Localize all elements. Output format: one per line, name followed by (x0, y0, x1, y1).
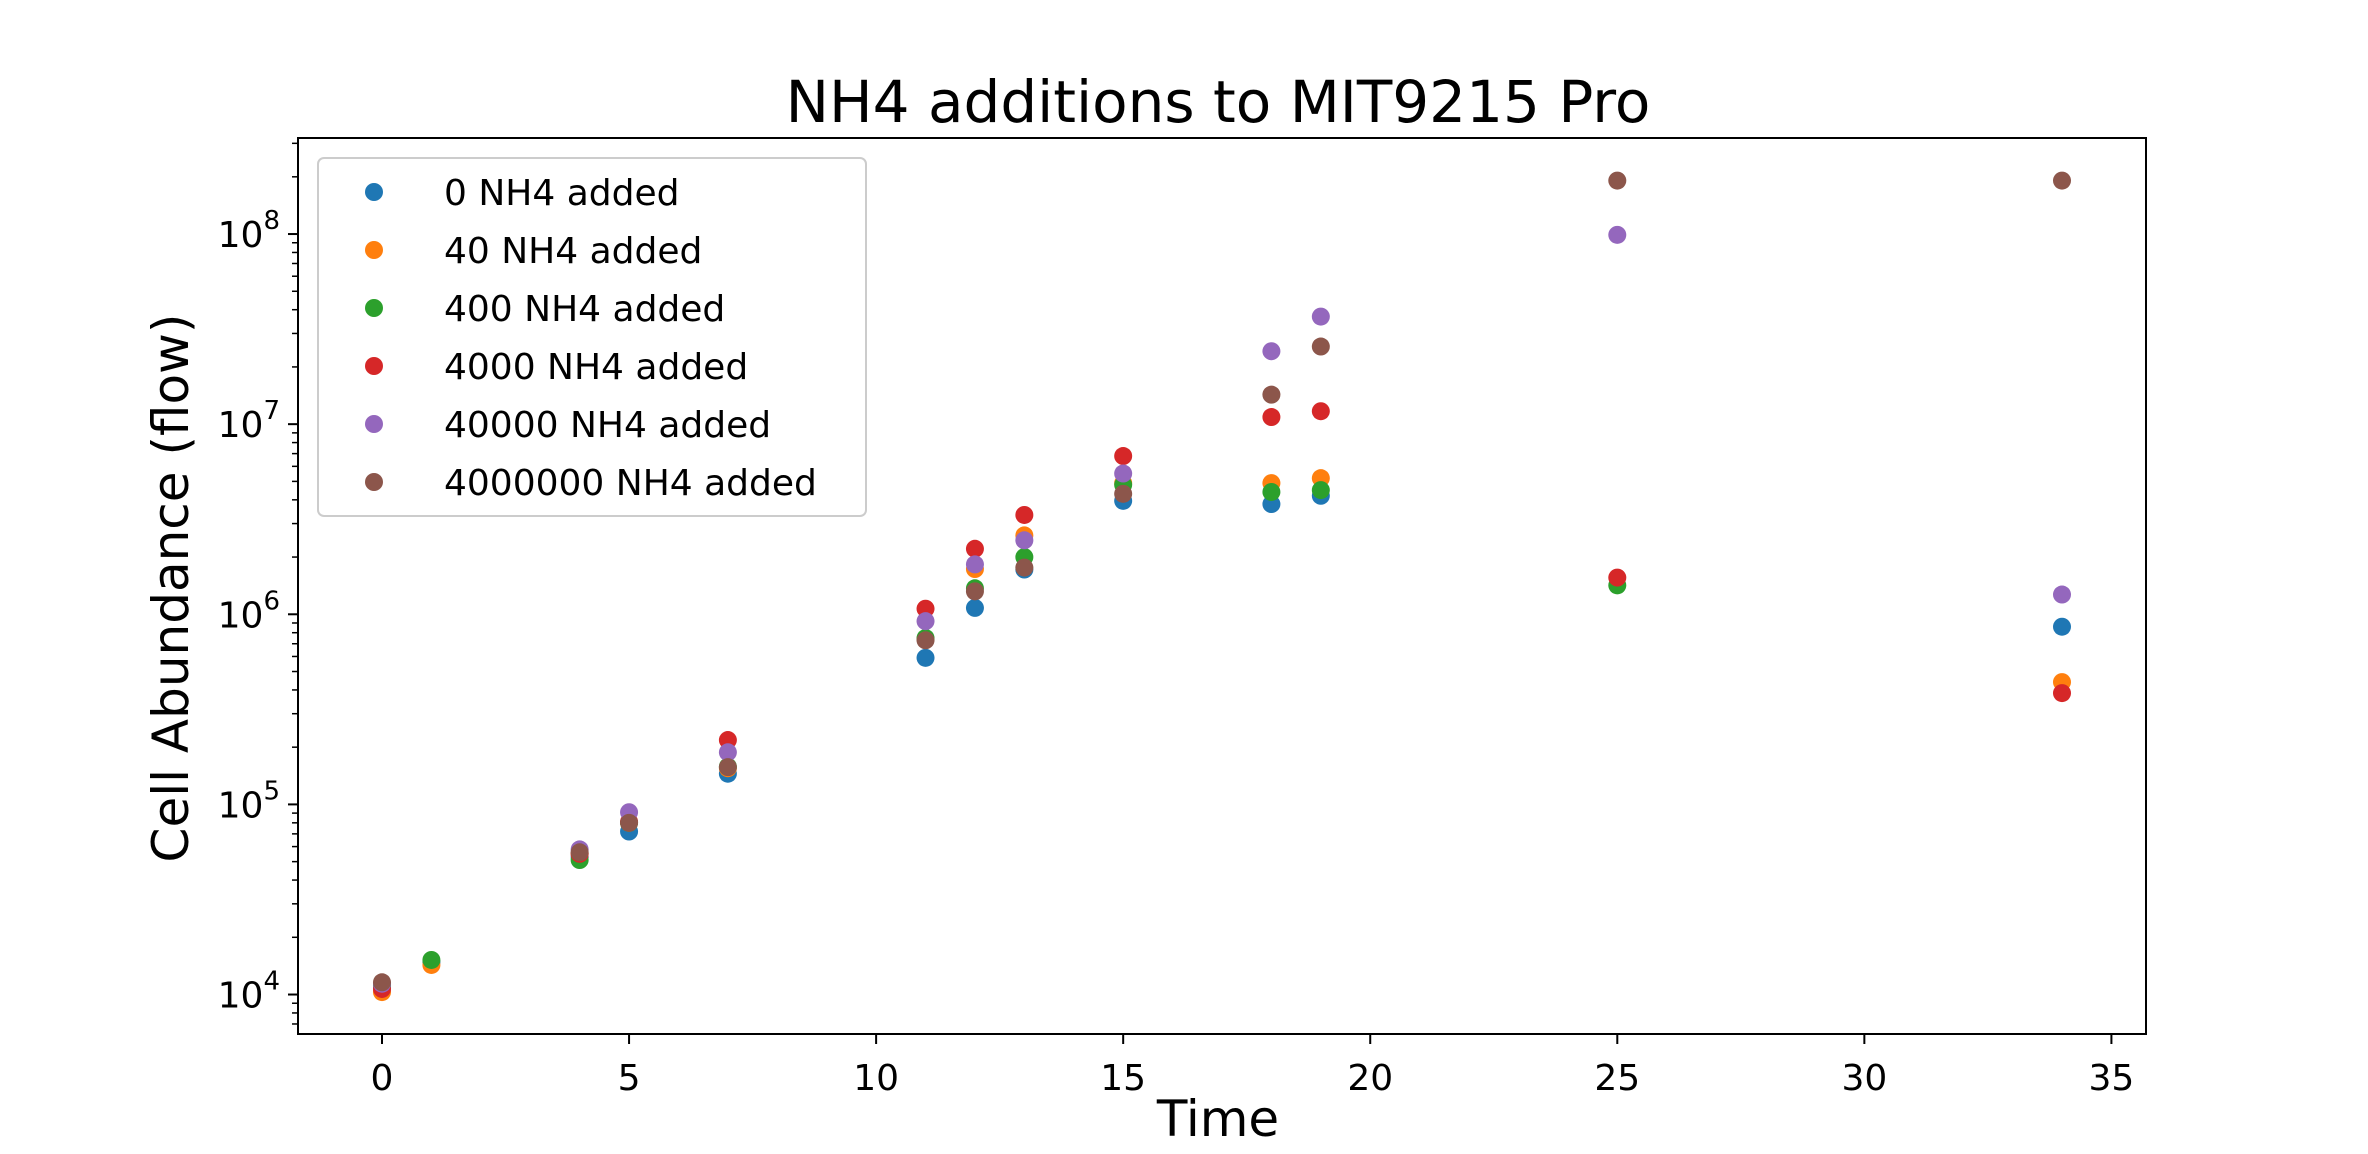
data-point (2053, 684, 2071, 703)
data-points (373, 171, 2071, 1002)
x-tick-label: 10 (853, 1058, 899, 1099)
y-tick-label: 108 (218, 206, 280, 256)
data-point (1311, 307, 1330, 326)
data-point (916, 612, 935, 631)
x-tick-label: 30 (1841, 1058, 1887, 1099)
data-point (1262, 482, 1281, 501)
y-tick-label: 106 (218, 586, 280, 636)
y-tick-exponent: 6 (263, 586, 280, 616)
data-point (1311, 402, 1330, 421)
y-tick-exponent: 8 (263, 206, 280, 236)
y-tick-label: 104 (218, 967, 280, 1017)
plot-area-frame (297, 137, 2147, 1035)
data-point (1311, 337, 1330, 356)
data-point (1262, 342, 1281, 361)
legend-label: 0 NH4 added (444, 173, 679, 214)
data-point (718, 743, 737, 762)
data-point (965, 539, 984, 558)
y-tick-base: 10 (218, 595, 264, 636)
legend-label: 400 NH4 added (444, 289, 725, 330)
data-point (718, 758, 737, 777)
x-tick-label: 25 (1594, 1058, 1640, 1099)
legend-marker (365, 241, 383, 259)
legend-box (317, 157, 867, 517)
data-point (1262, 385, 1281, 404)
data-point (373, 973, 391, 992)
legend-marker (365, 473, 383, 491)
x-tick-label: 15 (1100, 1058, 1146, 1099)
legend-label: 4000000 NH4 added (444, 463, 817, 504)
data-point (916, 631, 935, 650)
y-tick-exponent: 4 (263, 967, 280, 997)
y-tick-label: 107 (218, 396, 280, 446)
y-tick-base: 10 (218, 976, 264, 1017)
y-tick-base: 10 (218, 215, 264, 256)
legend: 0 NH4 added 40 NH4 added 400 NH4 added 4000… (317, 157, 867, 517)
data-point (2053, 585, 2071, 604)
legend-label: 40000 NH4 added (444, 405, 771, 446)
y-tick-base: 10 (218, 785, 264, 826)
data-point (422, 950, 441, 969)
data-point (1608, 225, 1627, 244)
legend-marker (365, 357, 383, 375)
data-point (965, 598, 984, 617)
data-point (620, 813, 639, 832)
y-tick-label: 105 (218, 776, 280, 826)
x-tick-label: 0 (371, 1058, 394, 1099)
data-point (916, 599, 935, 618)
y-tick-base: 10 (218, 405, 264, 446)
legend-label: 4000 NH4 added (444, 347, 748, 388)
chart-title: NH4 additions to MIT9215 Pro (786, 68, 1651, 136)
data-point (1311, 481, 1330, 500)
data-point (2053, 171, 2071, 190)
data-point (1015, 531, 1034, 550)
data-point (965, 555, 984, 574)
x-axis-label: Time (1156, 1090, 1279, 1148)
legend-marker (365, 299, 383, 317)
data-point (916, 648, 935, 667)
x-tick-label: 5 (618, 1058, 641, 1099)
data-point (1608, 568, 1627, 587)
y-tick-exponent: 5 (263, 776, 280, 806)
data-point (1114, 464, 1133, 483)
legend-marker (365, 415, 383, 433)
data-point (1114, 447, 1133, 466)
data-point (1114, 484, 1133, 503)
y-tick-exponent: 7 (263, 396, 280, 426)
x-tick-label: 20 (1347, 1058, 1393, 1099)
legend-label: 40 NH4 added (444, 231, 702, 272)
x-tick-label: 35 (2089, 1058, 2135, 1099)
series-5 (373, 171, 2071, 992)
data-point (965, 582, 984, 601)
data-point (570, 843, 589, 862)
y-axis-label: Cell Abundance (flow) (142, 314, 200, 863)
data-point (1262, 408, 1281, 427)
data-point (1015, 505, 1034, 524)
data-point (2053, 617, 2071, 636)
data-point (1608, 171, 1627, 190)
legend-marker (365, 183, 383, 201)
data-point (1015, 558, 1034, 577)
